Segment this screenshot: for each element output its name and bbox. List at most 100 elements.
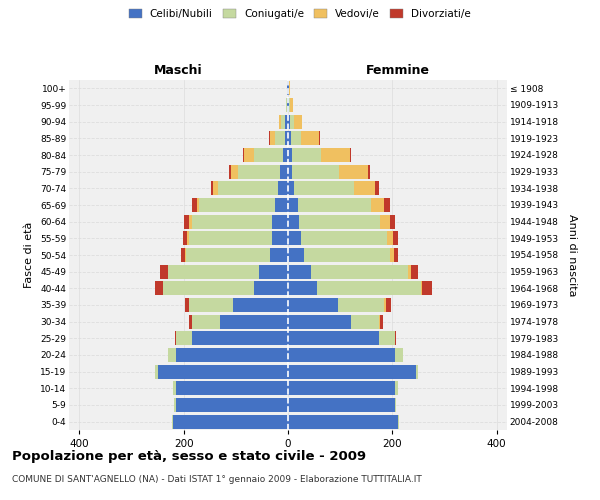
Bar	[191, 198, 197, 212]
Bar	[191, 314, 220, 329]
Bar	[288, 98, 289, 112]
Bar	[189, 314, 191, 329]
Bar	[301, 131, 319, 146]
Bar	[155, 281, 163, 295]
Bar	[270, 131, 275, 146]
Bar	[290, 131, 301, 146]
Bar	[163, 281, 254, 295]
Bar	[269, 131, 270, 146]
Bar	[218, 181, 278, 196]
Bar	[380, 314, 383, 329]
Bar	[242, 148, 244, 162]
Bar	[288, 398, 395, 412]
Bar	[395, 398, 397, 412]
Text: Maschi: Maschi	[154, 64, 203, 76]
Bar	[272, 231, 288, 246]
Bar	[288, 114, 290, 128]
Bar	[421, 281, 422, 295]
Bar	[278, 181, 288, 196]
Bar	[160, 264, 168, 279]
Bar	[211, 181, 214, 196]
Bar	[288, 214, 299, 229]
Bar	[379, 314, 380, 329]
Bar	[350, 314, 379, 329]
Bar	[288, 181, 294, 196]
Bar	[354, 181, 375, 196]
Bar	[299, 214, 380, 229]
Bar	[288, 364, 416, 379]
Bar	[280, 164, 288, 179]
Bar	[286, 114, 288, 128]
Bar	[298, 198, 371, 212]
Bar	[197, 198, 199, 212]
Text: COMUNE DI SANT'AGNELLO (NA) - Dati ISTAT 1° gennaio 2009 - Elaborazione TUTTITAL: COMUNE DI SANT'AGNELLO (NA) - Dati ISTAT…	[12, 475, 422, 484]
Bar	[233, 298, 288, 312]
Bar	[394, 248, 398, 262]
Bar	[371, 198, 385, 212]
Bar	[173, 414, 288, 428]
Bar	[339, 164, 368, 179]
Bar	[288, 198, 298, 212]
Bar	[288, 281, 317, 295]
Bar	[187, 248, 270, 262]
Bar	[288, 248, 304, 262]
Bar	[408, 264, 410, 279]
Y-axis label: Fasce di età: Fasce di età	[25, 222, 34, 288]
Bar	[189, 214, 191, 229]
Bar	[259, 264, 288, 279]
Bar	[270, 248, 288, 262]
Bar	[288, 348, 395, 362]
Bar	[288, 164, 292, 179]
Bar	[175, 331, 176, 345]
Bar	[317, 281, 421, 295]
Bar	[289, 98, 290, 112]
Bar	[288, 314, 350, 329]
Bar	[176, 398, 288, 412]
Bar	[287, 81, 288, 96]
Bar	[185, 248, 187, 262]
Bar	[176, 348, 288, 362]
Bar	[183, 231, 187, 246]
Bar	[294, 114, 302, 128]
Bar	[158, 364, 288, 379]
Bar	[289, 81, 290, 96]
Bar	[173, 381, 176, 396]
Bar	[189, 298, 233, 312]
Bar	[422, 281, 433, 295]
Bar	[191, 331, 288, 345]
Bar	[172, 414, 173, 428]
Bar	[272, 214, 288, 229]
Bar	[288, 331, 379, 345]
Bar	[176, 331, 191, 345]
Bar	[389, 214, 395, 229]
Bar	[375, 181, 379, 196]
Bar	[386, 298, 391, 312]
Bar	[283, 148, 288, 162]
Bar	[338, 298, 385, 312]
Y-axis label: Anni di nascita: Anni di nascita	[568, 214, 577, 296]
Bar	[321, 148, 350, 162]
Bar	[254, 148, 283, 162]
Bar	[244, 148, 254, 162]
Bar	[294, 181, 354, 196]
Bar	[288, 264, 311, 279]
Bar	[168, 264, 259, 279]
Bar	[199, 198, 275, 212]
Bar	[292, 148, 321, 162]
Bar	[281, 114, 286, 128]
Bar	[389, 248, 394, 262]
Bar	[304, 248, 389, 262]
Bar	[181, 248, 185, 262]
Bar	[301, 231, 387, 246]
Text: Popolazione per età, sesso e stato civile - 2009: Popolazione per età, sesso e stato civil…	[12, 450, 366, 463]
Bar	[189, 231, 272, 246]
Bar	[395, 348, 403, 362]
Bar	[290, 98, 293, 112]
Bar	[286, 98, 287, 112]
Bar	[214, 181, 218, 196]
Bar	[187, 231, 189, 246]
Bar	[191, 214, 272, 229]
Bar	[416, 364, 418, 379]
Bar	[410, 264, 418, 279]
Bar	[368, 164, 370, 179]
